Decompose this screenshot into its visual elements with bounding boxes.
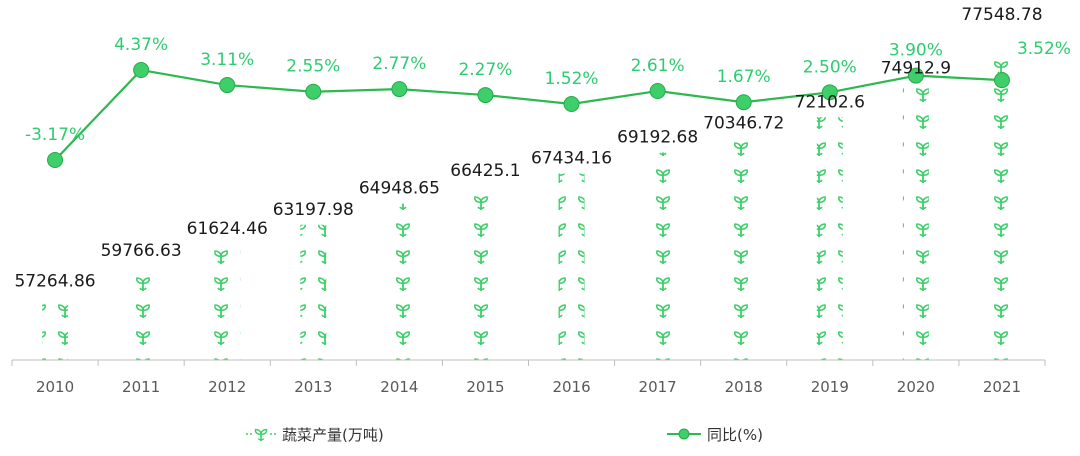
growth-value-label: -3.17% bbox=[25, 125, 85, 145]
bar-value-label: 74912.9 bbox=[881, 58, 951, 78]
growth-point-2021 bbox=[993, 72, 1010, 89]
growth-value-label: 2.50% bbox=[803, 57, 857, 77]
x-tick-label: 2016 bbox=[552, 378, 590, 396]
growth-point-2012 bbox=[219, 77, 236, 94]
growth-point-2017 bbox=[649, 83, 666, 100]
line-layer bbox=[47, 62, 1010, 168]
growth-point-2010 bbox=[47, 152, 64, 168]
growth-value-label: 1.67% bbox=[717, 67, 771, 87]
bar-2020 bbox=[902, 83, 929, 361]
x-tick-label: 2021 bbox=[983, 378, 1021, 396]
growth-value-label: 1.52% bbox=[545, 69, 599, 89]
bar-value-label: 57264.86 bbox=[14, 271, 95, 291]
growth-point-2020 bbox=[907, 67, 924, 84]
growth-value-label: 3.52% bbox=[1017, 39, 1071, 59]
x-tick-label: 2020 bbox=[897, 378, 935, 396]
growth-value-label: 3.11% bbox=[200, 50, 254, 70]
x-tick-label: 2012 bbox=[208, 378, 246, 396]
x-tick-label: 2010 bbox=[36, 378, 74, 396]
legend: 蔬菜产量(万吨) 同比(%) bbox=[246, 426, 763, 444]
bar-value-label: 67434.16 bbox=[531, 149, 612, 169]
growth-point-2013 bbox=[305, 83, 322, 100]
bar-value-label: 69192.68 bbox=[617, 127, 698, 147]
growth-point-2019 bbox=[821, 84, 838, 101]
bar-2012 bbox=[214, 243, 241, 360]
legend-bar-label: 蔬菜产量(万吨) bbox=[282, 426, 384, 444]
legend-line-swatch-icon bbox=[667, 428, 701, 440]
bar-2021 bbox=[988, 51, 1015, 361]
growth-value-label: 2.61% bbox=[631, 56, 685, 76]
x-tick-label: 2013 bbox=[294, 378, 332, 396]
growth-point-2014 bbox=[391, 81, 408, 98]
growth-point-2011 bbox=[133, 62, 150, 78]
growth-value-label: 4.37% bbox=[114, 35, 168, 55]
x-tick-label: 2011 bbox=[122, 378, 160, 396]
bar-value-label: 72102.6 bbox=[795, 92, 865, 112]
growth-line bbox=[54, 68, 1003, 161]
bar-value-label: 59766.63 bbox=[101, 241, 182, 261]
growth-value-label: 2.55% bbox=[286, 57, 340, 77]
bar-2015 bbox=[472, 185, 499, 360]
bar-2014 bbox=[386, 203, 413, 360]
bar-2018 bbox=[730, 138, 757, 360]
bar-value-label: 77548.78 bbox=[961, 5, 1042, 25]
bar-2019 bbox=[816, 117, 843, 361]
bar-2013 bbox=[300, 224, 327, 360]
growth-value-label: 2.27% bbox=[458, 60, 512, 80]
x-tick-label: 2019 bbox=[811, 378, 849, 396]
x-tick-label: 2015 bbox=[466, 378, 504, 396]
bar-value-label: 63197.98 bbox=[273, 200, 354, 220]
x-tick-label: 2017 bbox=[639, 378, 677, 396]
growth-point-2016 bbox=[563, 96, 580, 113]
bar-2011 bbox=[128, 266, 155, 360]
bar-2016 bbox=[558, 173, 585, 360]
growth-value-label: 2.77% bbox=[372, 54, 426, 74]
legend-bar-swatch-icon bbox=[246, 428, 276, 443]
x-tick-label: 2018 bbox=[725, 378, 763, 396]
x-axis: 2010 2011 2012 2013 2014 2015 2016 2017 2018 2019… bbox=[11, 359, 1046, 396]
growth-point-2015 bbox=[477, 87, 494, 104]
bar-2017 bbox=[644, 152, 671, 360]
bar-value-label: 70346.72 bbox=[703, 113, 784, 133]
bar-value-label: 64948.65 bbox=[359, 179, 440, 199]
bars-layer bbox=[42, 51, 1015, 361]
growth-point-2018 bbox=[735, 94, 752, 111]
bar-2010 bbox=[42, 296, 69, 360]
growth-value-label: 3.90% bbox=[889, 41, 943, 61]
bar-value-label: 66425.1 bbox=[450, 161, 520, 181]
bar-value-label: 61624.46 bbox=[187, 219, 268, 239]
labels-layer: 57264.86 59766.6361624.4663197.9864948.65… bbox=[14, 5, 1070, 291]
legend-line-label: 同比(%) bbox=[707, 426, 763, 444]
x-tick-label: 2014 bbox=[380, 378, 418, 396]
